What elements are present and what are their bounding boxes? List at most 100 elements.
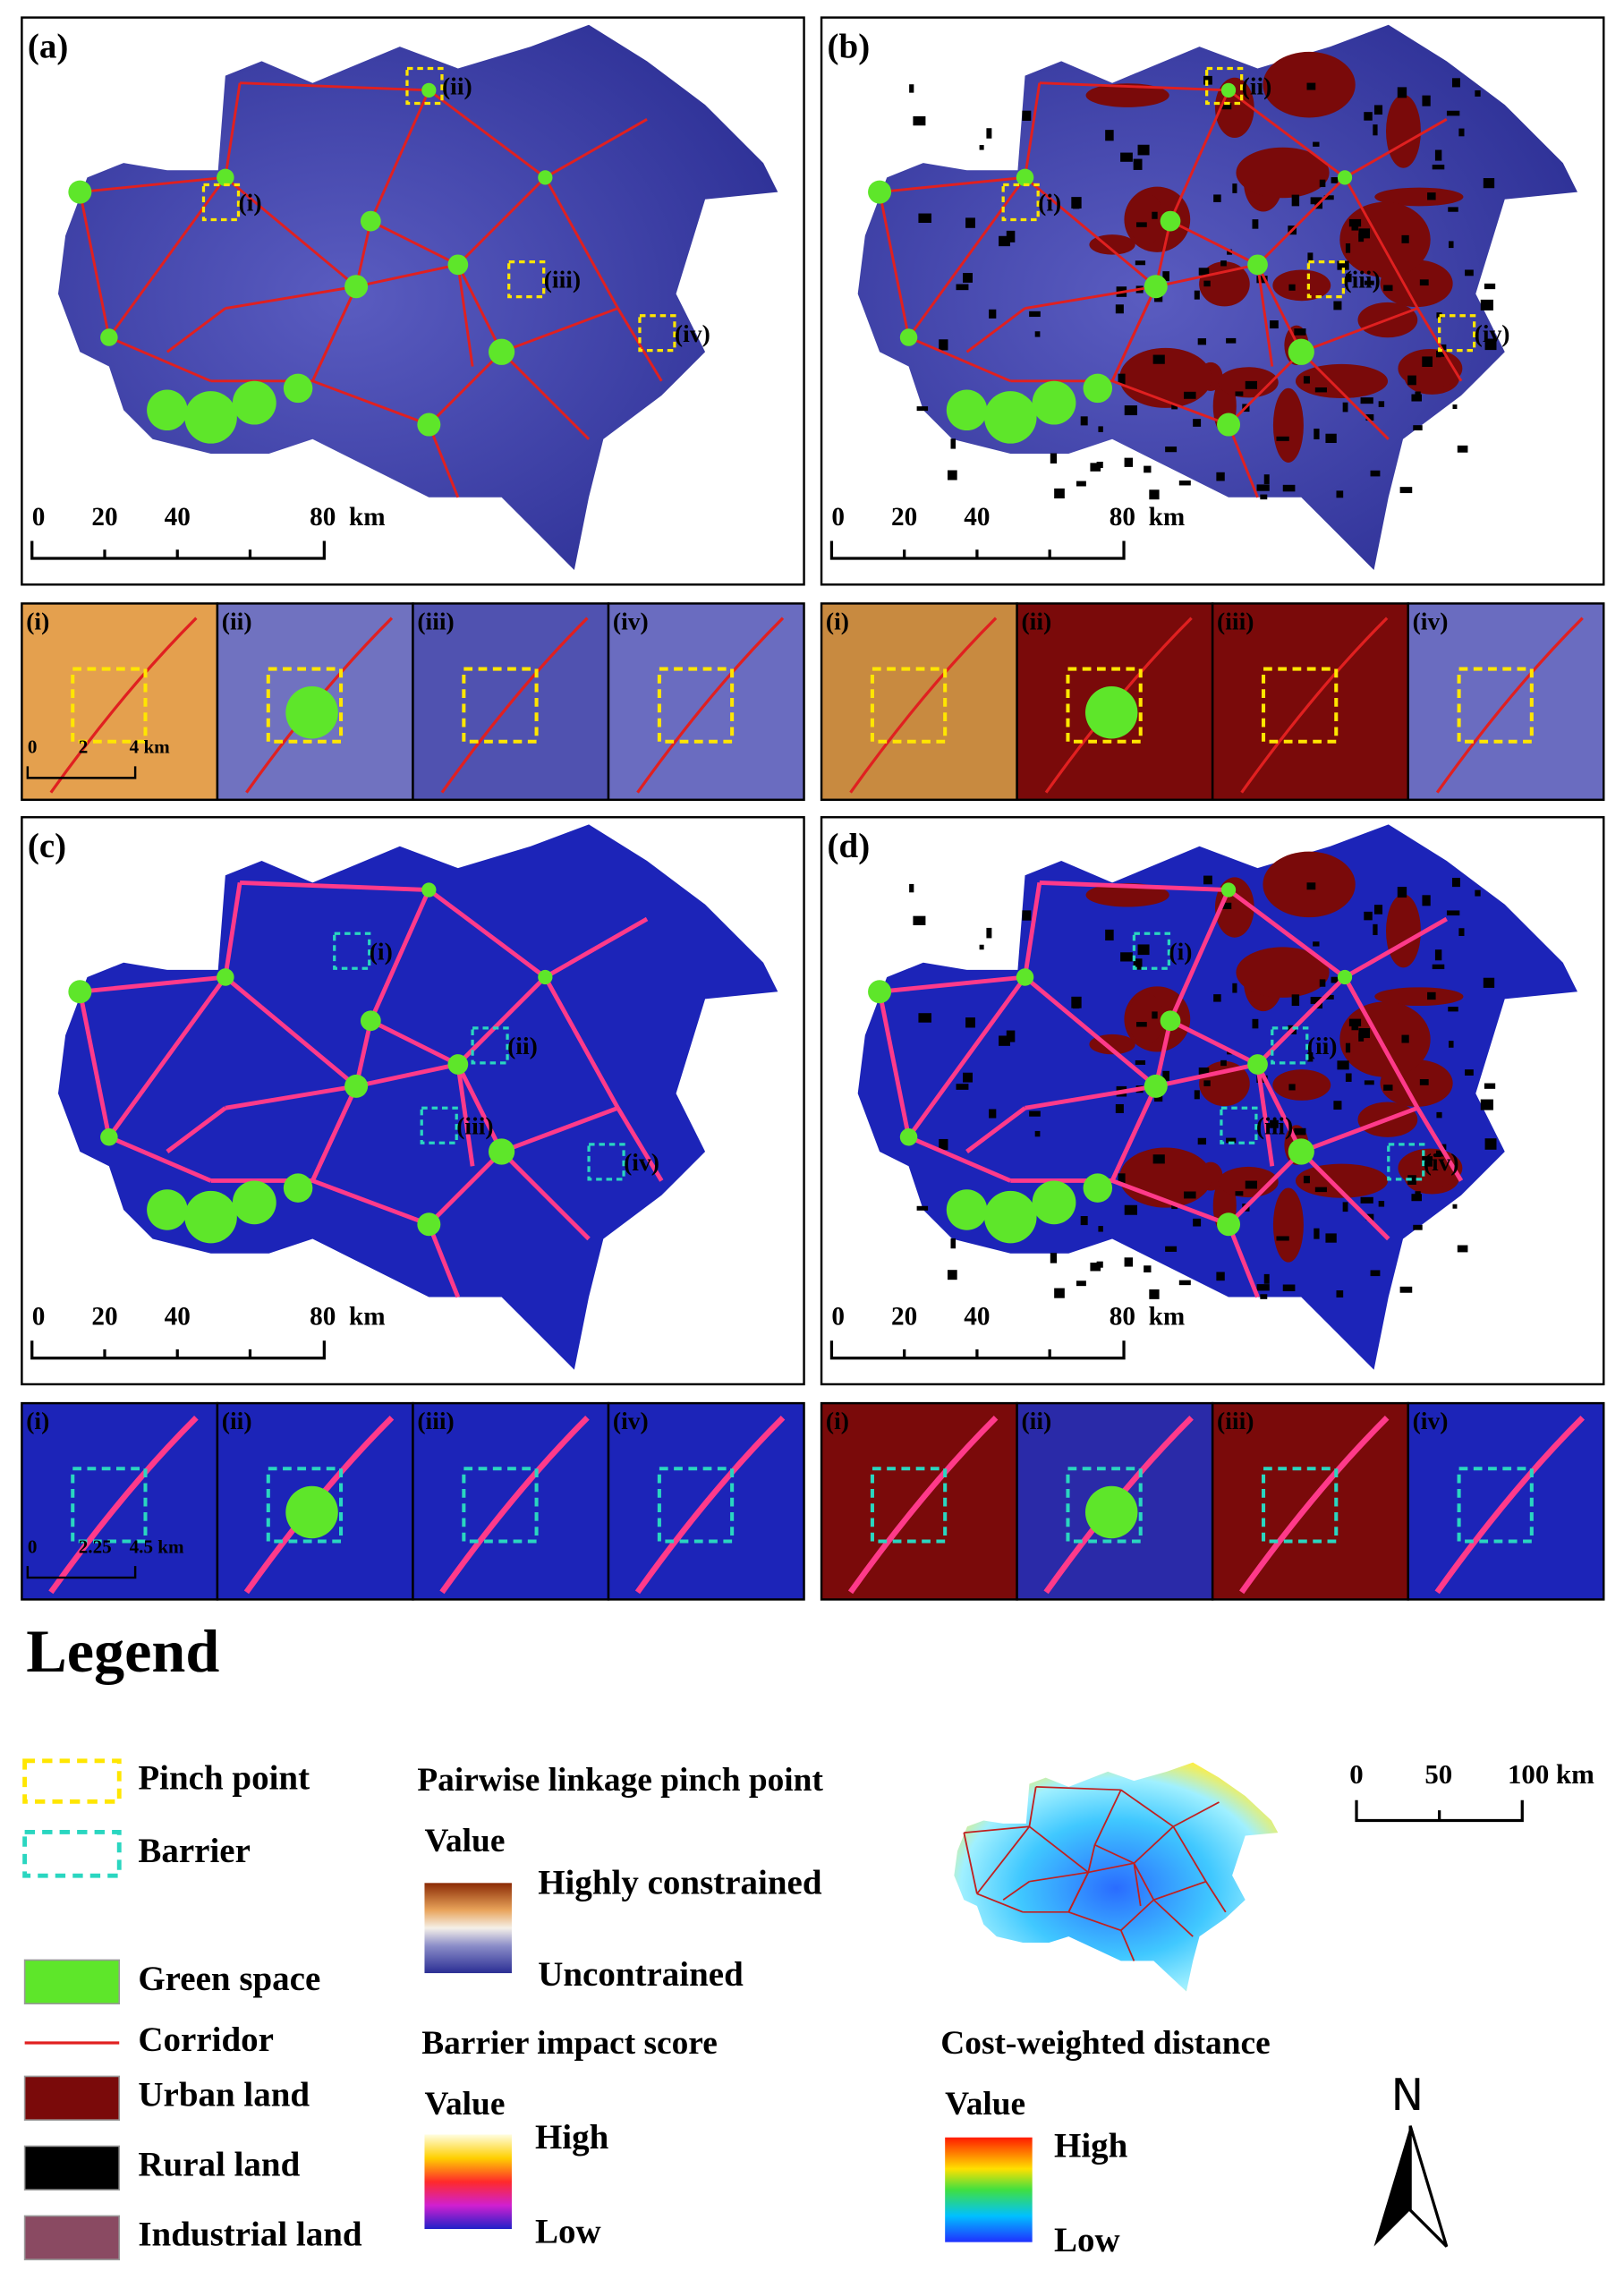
corridor xyxy=(78,191,111,338)
north-arrow xyxy=(1373,2125,1411,2247)
urban-patch xyxy=(1127,193,1165,245)
pinch-point-marker xyxy=(201,183,241,222)
corridor xyxy=(1299,1150,1390,1241)
rural-patch xyxy=(1096,461,1103,469)
rural-patch xyxy=(1203,1080,1211,1086)
ramp-low: Low xyxy=(1054,2221,1120,2259)
rural-patch xyxy=(1256,1284,1270,1291)
corridor xyxy=(1205,1881,1227,1913)
rural-patch xyxy=(1484,1083,1496,1089)
rural-patch xyxy=(1124,405,1137,416)
rural-patch xyxy=(1034,331,1041,337)
marker-label: (iii) xyxy=(544,266,581,294)
ramp-value: Value xyxy=(945,2086,1025,2123)
rural-patch xyxy=(1452,404,1458,410)
pinch-point-marker xyxy=(266,667,344,744)
rural-patch xyxy=(986,927,992,939)
corridor xyxy=(1023,975,1158,1088)
rural-patch xyxy=(1364,280,1374,285)
corridor xyxy=(107,1135,212,1183)
rural-patch xyxy=(1337,1060,1349,1070)
rural-patch xyxy=(1452,1204,1458,1209)
rural-patch xyxy=(1407,1175,1416,1185)
green-space xyxy=(1220,82,1237,98)
rural-patch xyxy=(1370,1270,1381,1277)
green-space xyxy=(488,338,515,365)
rural-patch xyxy=(999,235,1010,247)
rural-patch xyxy=(965,217,975,228)
corridor xyxy=(1111,379,1229,426)
rural-patch xyxy=(1120,152,1133,162)
panel-label: (b) xyxy=(828,27,871,65)
ramp-low: Low xyxy=(535,2212,601,2250)
green-space xyxy=(1337,969,1353,985)
rural-patch xyxy=(939,1138,948,1151)
scale-unit: km xyxy=(349,503,386,532)
green-space xyxy=(1016,968,1034,986)
overview-map xyxy=(954,1762,1279,1992)
scale-label: 50 xyxy=(1424,1758,1452,1790)
scale-label: 0 xyxy=(1349,1758,1363,1790)
rural-patch xyxy=(1054,1288,1065,1298)
scale-unit: km xyxy=(1149,1303,1186,1331)
scale-label: 20 xyxy=(91,503,117,532)
rural-patch xyxy=(1294,328,1306,336)
rural-patch xyxy=(1076,1280,1086,1287)
map-panel: (a) (i) (ii) (iii) (iv) 0 20 40 80 km xyxy=(21,16,805,586)
green-space xyxy=(100,1128,118,1146)
rural-patch xyxy=(939,339,948,351)
rural-patch xyxy=(1213,994,1221,1002)
inset-scale-label: 2 xyxy=(79,736,89,758)
rural-patch xyxy=(1270,1119,1279,1128)
corridor xyxy=(1087,1844,1096,1873)
rural-patch xyxy=(1162,1070,1169,1081)
rural-patch xyxy=(1124,1257,1134,1267)
corridor xyxy=(225,1084,357,1110)
rural-patch xyxy=(1325,433,1337,444)
rural-patch xyxy=(1458,128,1465,137)
rural-patch xyxy=(1135,260,1146,266)
urban-patch xyxy=(1385,894,1421,968)
rural-patch xyxy=(1378,401,1385,407)
barrier-marker xyxy=(870,1467,948,1544)
rural-patch xyxy=(1232,183,1237,193)
marker-label: (iii) xyxy=(1343,266,1380,294)
inset-label: (iii) xyxy=(1217,608,1254,635)
corridor xyxy=(106,975,227,1139)
green-space xyxy=(283,373,313,404)
scale-label: 20 xyxy=(91,1303,117,1331)
rural-patch xyxy=(1029,1110,1041,1117)
pinch-point-marker xyxy=(1457,667,1534,744)
rural-patch xyxy=(1432,165,1445,170)
north-label: N xyxy=(1391,2071,1424,2121)
green-space xyxy=(283,1173,313,1203)
corridor xyxy=(616,1106,664,1182)
corridor xyxy=(370,219,459,267)
green-space xyxy=(421,82,437,98)
corridor xyxy=(1343,916,1448,980)
pinch-swatch xyxy=(22,1758,122,1804)
rural-patch xyxy=(1165,447,1178,453)
corridor xyxy=(965,307,1026,353)
rural-patch xyxy=(1484,1138,1497,1150)
inset-label: (i) xyxy=(26,608,49,635)
rural-patch xyxy=(1438,1151,1445,1157)
rural-patch xyxy=(1360,397,1373,404)
rural-patch xyxy=(1336,490,1344,498)
scale-label: 40 xyxy=(964,503,990,532)
rural-patch xyxy=(1373,905,1383,915)
rural-patch xyxy=(1345,1073,1352,1082)
marker-label: (iv) xyxy=(1424,1148,1459,1176)
ramp-value: Value xyxy=(424,1823,505,1859)
rural-patch xyxy=(1373,124,1378,136)
green-space xyxy=(1083,1173,1113,1203)
rural-patch xyxy=(1291,994,1300,1007)
barrier-marker xyxy=(1261,1467,1339,1544)
corridor xyxy=(427,424,460,498)
corridor xyxy=(878,191,910,338)
corridor xyxy=(1416,307,1463,382)
green-space xyxy=(417,1212,441,1237)
land-swatch xyxy=(23,1959,121,2004)
rural-patch xyxy=(1171,1204,1178,1210)
